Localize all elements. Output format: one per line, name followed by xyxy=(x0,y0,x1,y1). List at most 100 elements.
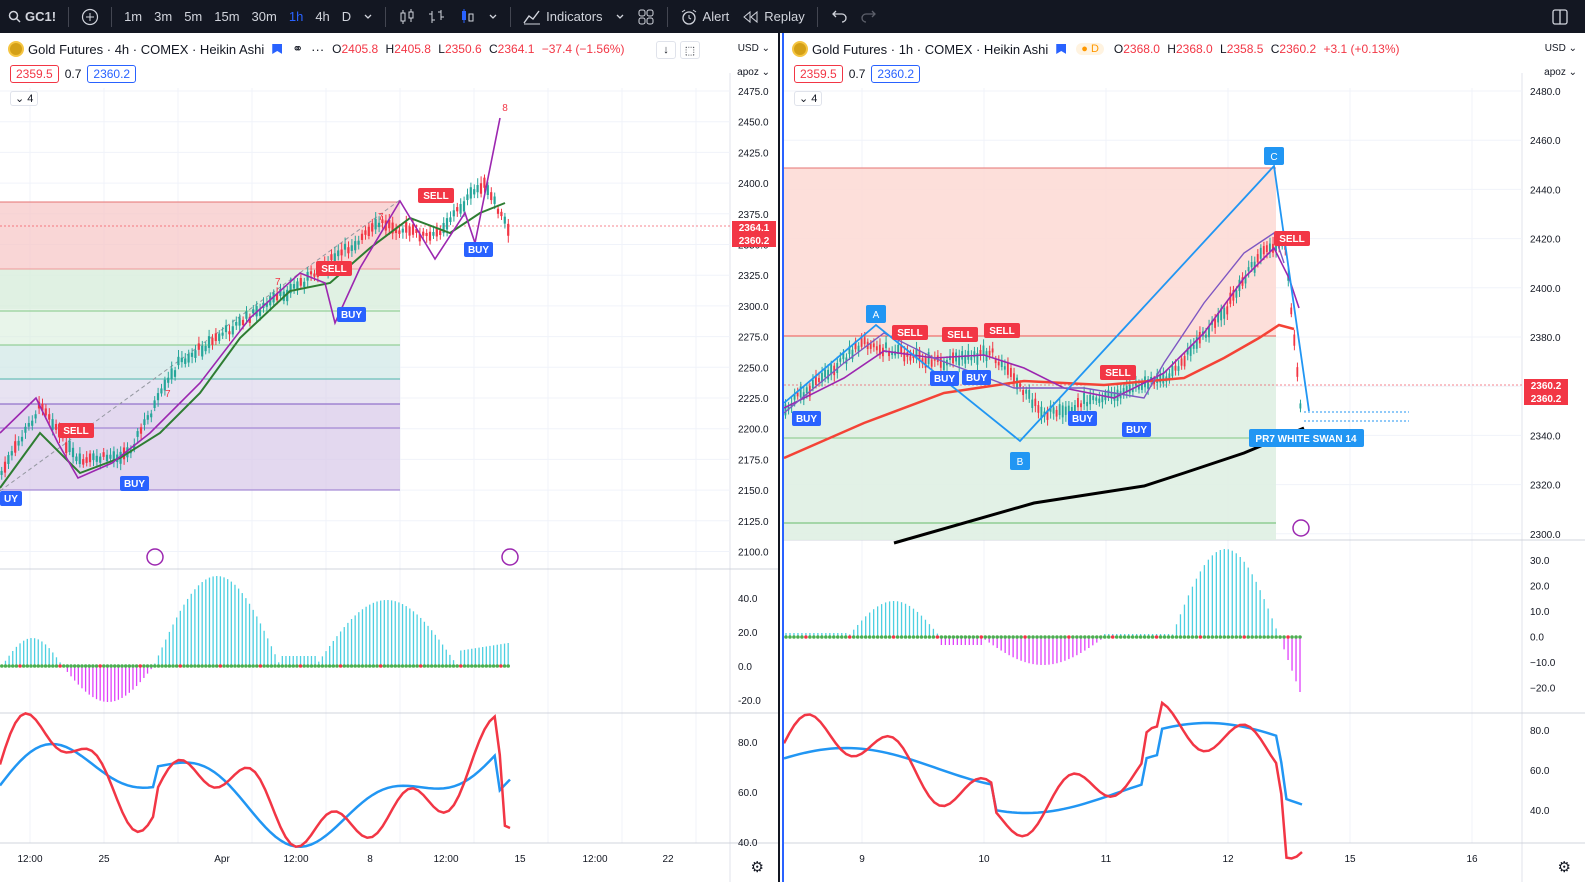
buy-price-button[interactable]: 2360.2 xyxy=(87,65,137,83)
candle-body xyxy=(394,229,398,234)
indicators-collapse-toggle[interactable]: ⌄ 4 xyxy=(794,91,823,106)
divider xyxy=(385,6,387,27)
candle-body xyxy=(900,345,903,354)
zero-dot xyxy=(429,664,434,668)
candle-body xyxy=(1265,245,1268,253)
left-chart-panel[interactable]: 2475.02450.02425.02400.02375.02350.02325… xyxy=(0,33,780,882)
candle-body xyxy=(860,338,863,347)
candle-body xyxy=(388,220,391,229)
right-chart-canvas[interactable]: 2480.0 2460.0 2440.0 2420.0 2400.0 2380.0 2360… xyxy=(784,33,1585,882)
heikin-ashi-button[interactable] xyxy=(452,0,482,33)
flag-icon[interactable] xyxy=(1056,44,1067,54)
candle-body xyxy=(14,441,17,453)
zero-dot xyxy=(1067,635,1071,639)
currency-selector[interactable]: USD ⌄ xyxy=(737,43,770,54)
zero-dot xyxy=(40,664,44,668)
last-price-label-bg xyxy=(732,221,776,234)
candle-body xyxy=(371,223,374,232)
left-chart-canvas[interactable]: 2475.02450.02425.02400.02375.02350.02325… xyxy=(0,33,778,882)
candle-body xyxy=(1229,292,1232,304)
interval-dropdown[interactable] xyxy=(357,0,379,33)
replay-button[interactable]: Replay xyxy=(735,0,810,33)
link-icon[interactable]: ⚭ xyxy=(292,41,304,56)
settings-gear-icon[interactable]: ⚙ xyxy=(750,859,764,876)
close-value: 2364.1 xyxy=(497,42,535,56)
rsi-red-line xyxy=(784,700,1303,860)
candle-body xyxy=(1083,392,1085,404)
interval-3m[interactable]: 3m xyxy=(154,9,173,24)
scroll-down-icon[interactable]: ↓ xyxy=(656,41,676,59)
candle-body xyxy=(1077,398,1079,408)
bars-style-button[interactable] xyxy=(422,0,452,33)
lightning-icon xyxy=(501,548,519,566)
candle-body xyxy=(878,344,881,356)
candle-body xyxy=(78,453,81,464)
undo-button[interactable] xyxy=(824,0,854,33)
scale-mode-selector[interactable]: apoz ⌄ xyxy=(1544,67,1577,78)
zero-dot xyxy=(189,664,194,668)
zero-dot xyxy=(444,664,449,668)
indicators-dropdown[interactable] xyxy=(609,0,631,33)
interval-4h[interactable]: 4h xyxy=(315,9,330,24)
zero-dot xyxy=(947,635,952,639)
left-legend: Gold Futures · 4h · COMEX · Heikin Ashi … xyxy=(8,41,628,57)
compare-button[interactable] xyxy=(75,0,105,33)
alert-button[interactable]: Alert xyxy=(674,0,736,33)
zero-dot xyxy=(459,664,463,668)
zero-dot xyxy=(1278,635,1282,639)
right-chart-panel[interactable]: 2480.0 2460.0 2440.0 2420.0 2400.0 2380.0 2360… xyxy=(782,33,1585,882)
zero-dot xyxy=(1039,635,1043,639)
last-price-label: 2364.1 xyxy=(739,223,770,234)
symbol-search[interactable]: GC1! xyxy=(0,0,62,33)
chart-type-button[interactable] xyxy=(392,0,422,33)
buy-price-button[interactable]: 2360.2 xyxy=(871,65,921,83)
rsi-tick-label: 80.0 xyxy=(738,738,758,749)
zero-dot xyxy=(975,635,980,639)
candle-body xyxy=(1107,389,1110,398)
data-delay-badge[interactable]: ● D xyxy=(1076,43,1104,55)
interval-1m[interactable]: 1m xyxy=(124,9,143,24)
zero-dot xyxy=(273,664,277,668)
interval-1h[interactable]: 1h xyxy=(288,9,304,24)
scale-mode-selector[interactable]: apoz ⌄ xyxy=(737,67,770,78)
zero-dot xyxy=(1174,635,1179,639)
currency-label: USD xyxy=(737,43,759,54)
settings-gear-icon[interactable]: ⚙ xyxy=(1557,859,1571,876)
interval-d[interactable]: D xyxy=(341,9,352,24)
zero-dot xyxy=(29,664,33,668)
zero-dot xyxy=(174,664,179,668)
currency-selector[interactable]: USD ⌄ xyxy=(1544,43,1577,54)
price-tick-label: 2460.0 xyxy=(1530,136,1561,147)
more-options-icon[interactable]: ··· xyxy=(311,41,325,57)
lightning-icon xyxy=(1292,519,1310,537)
interval-15m[interactable]: 15m xyxy=(214,9,240,24)
spread-value: 0.7 xyxy=(848,67,866,81)
layout-toggle-button[interactable] xyxy=(1545,0,1575,33)
templates-button[interactable] xyxy=(631,0,661,33)
candle-body xyxy=(930,359,933,367)
price-tick-label: 2340.0 xyxy=(1530,431,1561,442)
zero-dot xyxy=(1142,635,1147,639)
sell-price-button[interactable]: 2359.5 xyxy=(10,65,59,83)
sell-price-button[interactable]: 2359.5 xyxy=(794,65,843,83)
indicators-button[interactable]: Indicators xyxy=(517,0,608,33)
zero-dot xyxy=(1059,635,1063,639)
gold-logo-icon xyxy=(8,41,24,57)
maximize-icon[interactable]: ⬚ xyxy=(680,41,700,59)
zero-dot xyxy=(800,635,804,639)
zero-dot xyxy=(142,664,146,668)
zero-dot xyxy=(951,635,956,639)
time-tick-label: 15 xyxy=(1344,854,1356,865)
redo-button[interactable] xyxy=(854,0,884,33)
osc-tick-label: 20.0 xyxy=(738,628,758,639)
indicators-collapse-toggle[interactable]: ⌄ 4 xyxy=(10,91,39,106)
buy-marker: BUY xyxy=(468,245,489,256)
interval-30m[interactable]: 30m xyxy=(251,9,277,24)
candle-body xyxy=(24,426,27,433)
flag-icon[interactable] xyxy=(272,44,283,54)
interval-5m[interactable]: 5m xyxy=(184,9,203,24)
chart-type-dropdown[interactable] xyxy=(482,0,504,33)
candle-body xyxy=(1275,241,1277,252)
time-tick-label: 12:00 xyxy=(433,854,458,865)
candle-body xyxy=(1168,373,1171,380)
